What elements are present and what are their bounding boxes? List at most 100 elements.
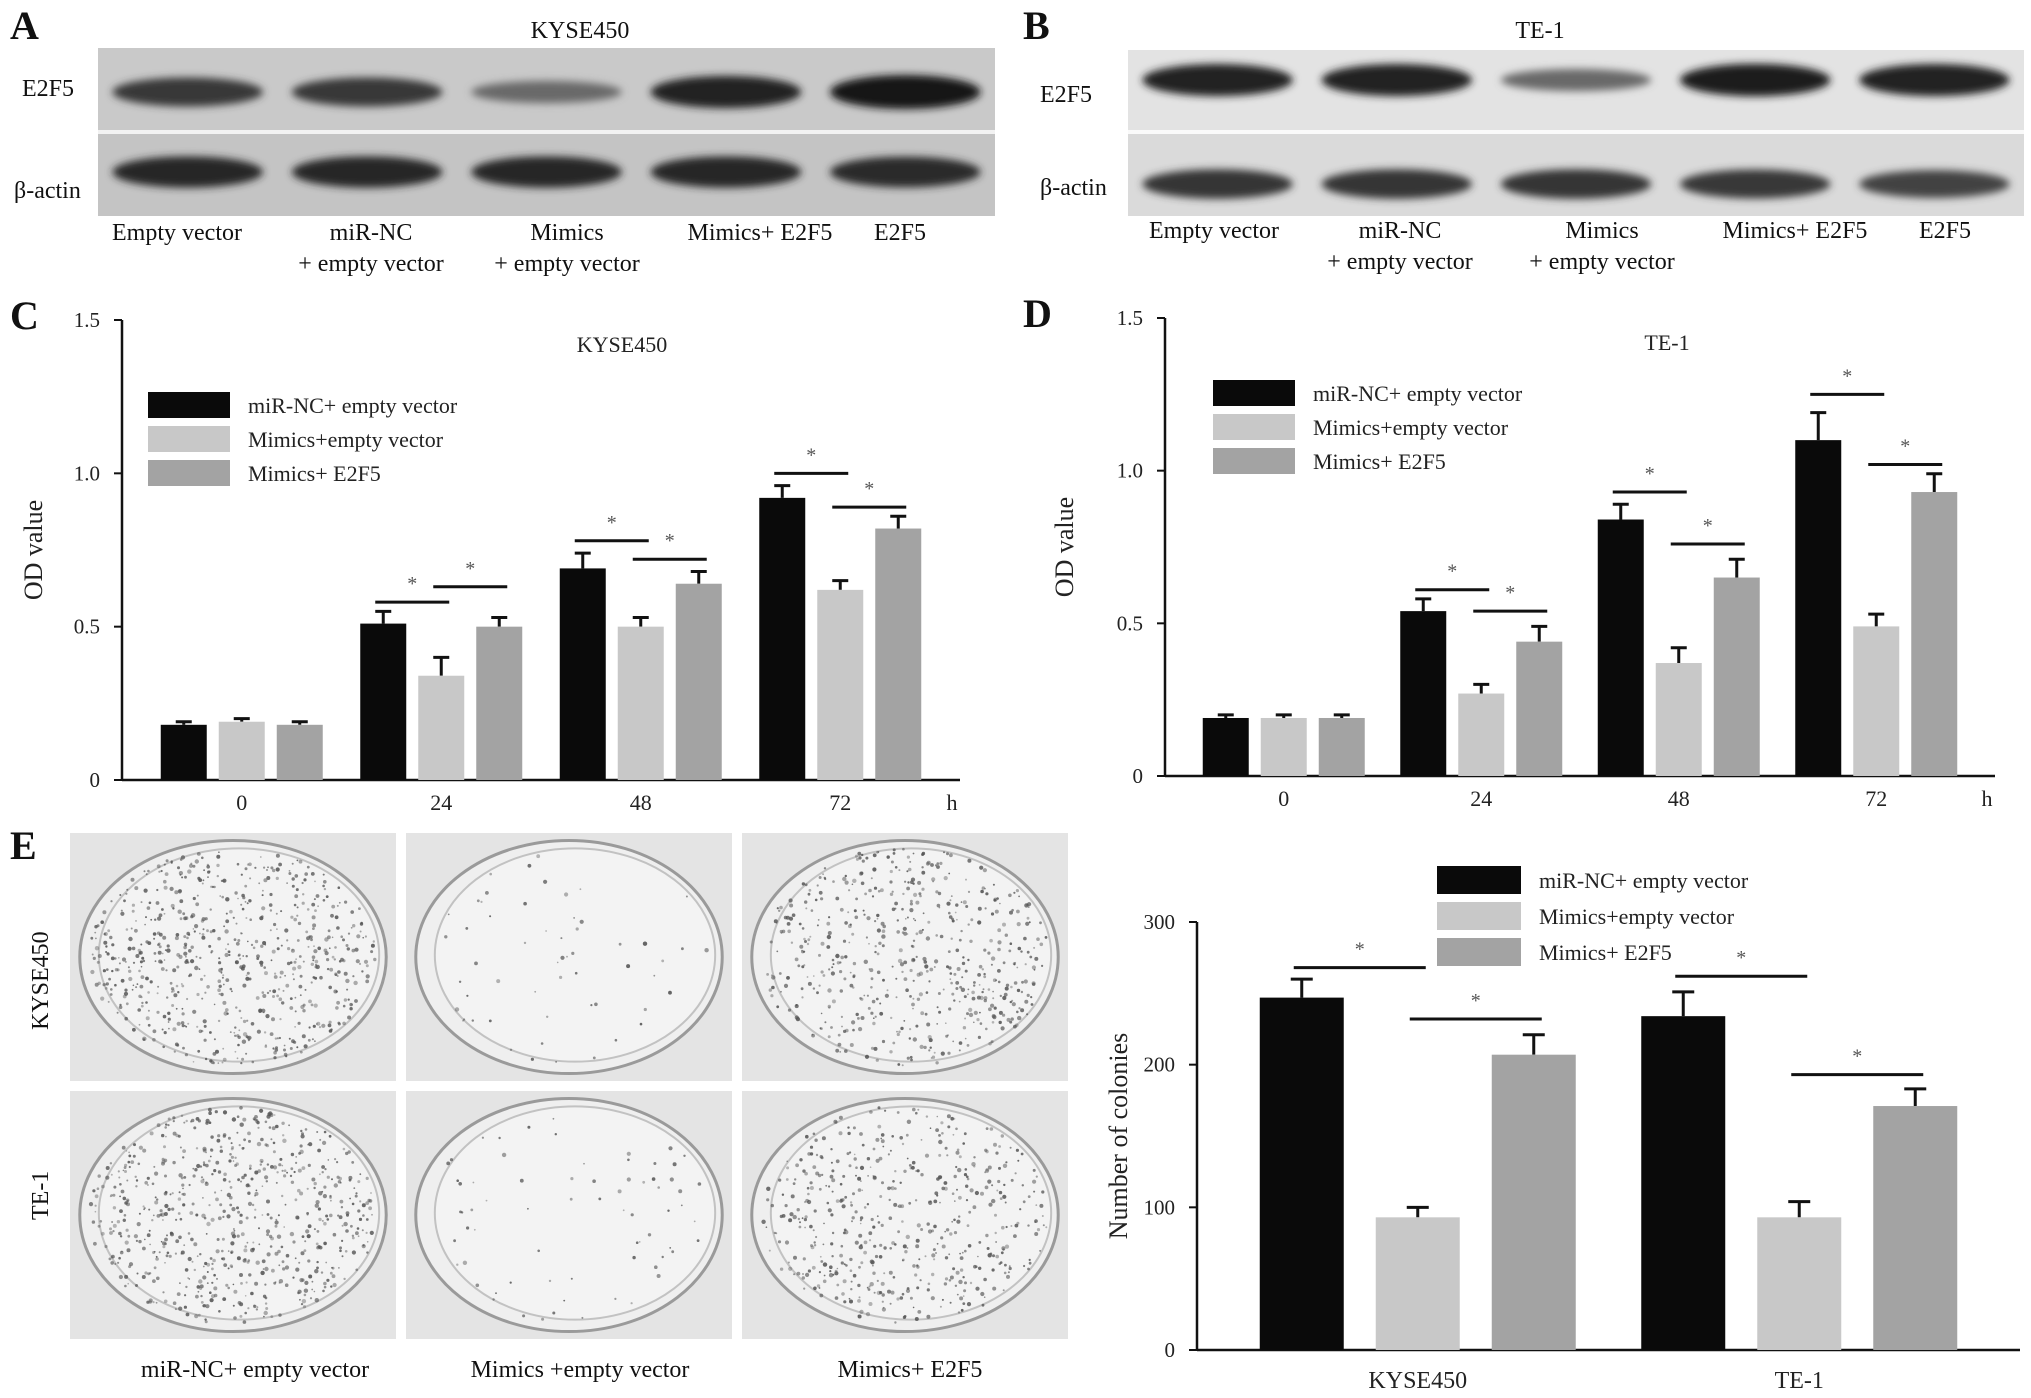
chart-c-kyse450-od: 0 0.5 1.0 1.5 OD value KYSE450 * * * * * * 0 24 48 72 h m… xyxy=(19,308,960,815)
colony-row-label-te1: TE-1 xyxy=(28,1170,54,1220)
colony-plate-svg xyxy=(742,1091,1068,1339)
actin-band-3 xyxy=(1500,169,1652,199)
legend-label: Mimics+ E2F5 xyxy=(248,461,381,486)
colony-plate-te1-3 xyxy=(742,1091,1068,1339)
legend-swatch xyxy=(148,392,230,418)
actin-band-2 xyxy=(1321,169,1473,199)
bar xyxy=(476,626,523,780)
blot-a-divider xyxy=(98,130,995,134)
legend-label: Mimics+ E2F5 xyxy=(1313,449,1446,474)
blot-a-lane-4: Mimics+ E2F5 xyxy=(687,220,833,246)
dish-inner xyxy=(433,847,717,1063)
blot-b-title: TE-1 xyxy=(1515,18,1565,44)
colony-plates-grid xyxy=(70,833,1080,1353)
blot-a-lane-3: Mimics + empty vector xyxy=(494,220,640,277)
x-tick-label: KYSE450 xyxy=(1368,1368,1467,1394)
bar xyxy=(1641,1016,1726,1350)
colonies xyxy=(766,847,1048,1067)
bar xyxy=(817,589,864,780)
colony-plate-svg xyxy=(70,1091,396,1339)
blot-a-row-actin: β-actin xyxy=(14,178,81,204)
significance-marker: * xyxy=(1703,515,1713,537)
colony-plate-te1-1 xyxy=(70,1091,396,1339)
bar xyxy=(1260,717,1307,776)
significance-marker: * xyxy=(806,444,816,466)
colony-plate-svg xyxy=(406,833,732,1081)
bar xyxy=(1202,717,1249,776)
blot-a-lane-2: miR-NC + empty vector xyxy=(298,220,444,277)
bar xyxy=(1873,1106,1958,1350)
e2f5-band-3 xyxy=(1500,68,1652,92)
significance-marker: * xyxy=(1736,947,1746,969)
blot-a-lane-1: Empty vector xyxy=(112,220,242,246)
significance-marker: * xyxy=(1505,582,1515,604)
blot-b-lane-labels: Empty vector miR-NC + empty vector Mimics… xyxy=(1120,216,2020,276)
bar xyxy=(360,623,407,780)
actin-band-4 xyxy=(1679,169,1831,199)
colonies xyxy=(444,854,709,1063)
actin-band-5 xyxy=(1859,170,2010,198)
legend-swatch xyxy=(1213,380,1295,406)
colonies xyxy=(761,1106,1048,1324)
e2f5-band-4 xyxy=(650,75,802,109)
colony-plate-svg xyxy=(742,833,1068,1081)
blot-b-divider xyxy=(1128,130,2024,134)
colony-col-label-2: Mimics +empty vector xyxy=(470,1357,690,1383)
blot-a-row-e2f5: E2F5 xyxy=(22,76,75,102)
actin-band-1 xyxy=(1142,169,1293,199)
blot-b-lane-4: Mimics+ E2F5 xyxy=(1722,218,1868,244)
colonies xyxy=(90,851,377,1065)
significance-marker: * xyxy=(1852,1046,1862,1068)
blot-a-lane-5: E2F5 xyxy=(873,220,926,246)
chart-title: TE-1 xyxy=(1644,330,1689,355)
significance-marker: * xyxy=(465,558,475,580)
bar xyxy=(1795,440,1842,776)
y-tick-label: 0.5 xyxy=(74,615,100,639)
significance-marker: * xyxy=(1900,436,1910,458)
significance-marker: * xyxy=(1645,463,1655,485)
x-unit-label: h xyxy=(1982,786,1993,811)
dish-inner xyxy=(769,847,1053,1063)
significance-marker: * xyxy=(665,530,675,552)
blot-b-lane-5: E2F5 xyxy=(1918,218,1971,244)
bar xyxy=(1911,492,1958,776)
panel-letter-e: E xyxy=(10,823,37,868)
legend-swatch xyxy=(1213,448,1295,474)
colony-plate-kyse450-1 xyxy=(70,833,396,1081)
western-blot-te1 xyxy=(1128,50,2024,216)
x-tick-label: 48 xyxy=(1668,786,1690,811)
bar xyxy=(1458,693,1505,776)
x-tick-label: 24 xyxy=(1470,786,1492,811)
colony-plate-kyse450-3 xyxy=(742,833,1068,1081)
colony-plate-kyse450-2 xyxy=(406,833,732,1081)
bar xyxy=(1259,997,1344,1350)
x-tick-label: 72 xyxy=(1865,786,1887,811)
y-tick-label: 300 xyxy=(1144,910,1176,934)
significance-marker: * xyxy=(1447,561,1457,583)
chart-d-te1-od: 0 0.5 1.0 1.5 OD value TE-1 * * * * * * 0 24 48 72 h miR-… xyxy=(1050,306,1995,811)
bar xyxy=(418,675,465,780)
bar xyxy=(1491,1054,1576,1350)
bar xyxy=(1757,1217,1842,1350)
blot-b-lane-1: Empty vector xyxy=(1149,218,1279,244)
y-tick-label: 1.0 xyxy=(1117,459,1143,483)
colony-plate-svg xyxy=(70,833,396,1081)
legend-label: Mimics+empty vector xyxy=(248,427,444,452)
bar xyxy=(276,724,323,780)
legend-swatch xyxy=(148,426,230,452)
x-tick-label: 0 xyxy=(1278,786,1289,811)
y-tick-label: 200 xyxy=(1144,1053,1176,1077)
colony-plate-te1-2 xyxy=(406,1091,732,1339)
e2f5-band-1 xyxy=(112,77,264,107)
e2f5-band-2 xyxy=(1321,63,1473,97)
bar xyxy=(1655,663,1702,776)
blot-a-title: KYSE450 xyxy=(530,18,630,44)
blot-b-row-e2f5: E2F5 xyxy=(1040,82,1093,108)
blot-b-lane-3: Mimics + empty vector xyxy=(1529,218,1675,275)
bar xyxy=(1597,519,1644,776)
y-tick-label: 100 xyxy=(1144,1195,1176,1219)
bar xyxy=(1853,626,1900,776)
western-blot-kyse450 xyxy=(98,48,995,216)
y-tick-label: 1.0 xyxy=(74,461,100,485)
colony-col-label-3: Mimics+ E2F5 xyxy=(837,1357,983,1383)
